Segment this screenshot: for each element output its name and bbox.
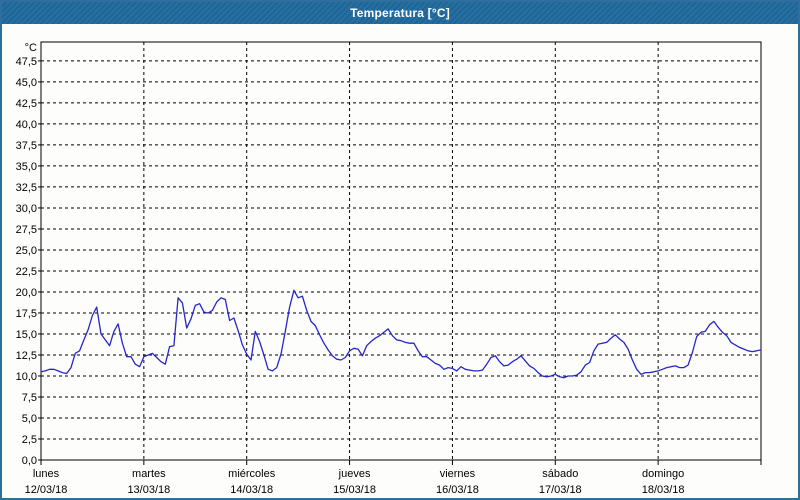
- day-name-label: lunes: [33, 468, 60, 480]
- day-name-label: miércoles: [228, 468, 276, 480]
- y-tick-label: 25,0: [16, 245, 37, 257]
- y-tick-label: 5,0: [22, 413, 37, 425]
- y-tick-label: 7,5: [22, 392, 37, 404]
- day-date-label: 12/03/18: [25, 484, 68, 496]
- y-tick-label: 35,0: [16, 161, 37, 173]
- y-tick-label: 0,0: [22, 455, 37, 467]
- temperature-line: [40, 289, 762, 379]
- y-tick-label: 40,0: [16, 119, 37, 131]
- y-tick-label: 20,0: [16, 287, 37, 299]
- day-date-label: 16/03/18: [436, 484, 479, 496]
- y-tick-label: 12,5: [16, 350, 37, 362]
- chart-svg: 0,0 2,5 5,0 7,5 10,0 12,5 15,0 17,5 20,0 22,5 25,0…: [16, 41, 762, 496]
- y-tick-label: 30,0: [16, 203, 37, 215]
- day-name-label: domingo: [642, 468, 684, 480]
- day-name-label: jueves: [338, 468, 371, 480]
- temperature-chart: 0,0 2,5 5,0 7,5 10,0 12,5 15,0 17,5 20,0 22,5 25,0…: [2, 24, 798, 498]
- day-date-label: 14/03/18: [230, 484, 273, 496]
- day-name-label: martes: [132, 468, 166, 480]
- day-date-label: 18/03/18: [642, 484, 685, 496]
- day-name-label: viernes: [440, 468, 476, 480]
- title-bar[interactable]: Temperatura [°C]: [2, 2, 798, 24]
- y-tick-label: 2,5: [22, 434, 37, 446]
- y-tick-label: 17,5: [16, 308, 37, 320]
- y-tick-label: 10,0: [16, 371, 37, 383]
- day-date-label: 17/03/18: [539, 484, 582, 496]
- day-date-label: 15/03/18: [333, 484, 376, 496]
- y-tick-label: 42,5: [16, 98, 37, 110]
- day-name-label: sábado: [542, 468, 578, 480]
- y-tick-label: 27,5: [16, 224, 37, 236]
- y-tick-label: 32,5: [16, 182, 37, 194]
- y-tick-label: 37,5: [16, 140, 37, 152]
- window-title: Temperatura [°C]: [350, 6, 450, 20]
- day-date-label: 13/03/18: [127, 484, 170, 496]
- y-tick-label: 45,0: [16, 77, 37, 89]
- y-tick-label: 15,0: [16, 329, 37, 341]
- y-tick-label: 22,5: [16, 266, 37, 278]
- y-tick-label: 47,5: [16, 56, 37, 68]
- y-axis-unit-label: °C: [25, 42, 37, 54]
- plot-frame: [40, 41, 762, 461]
